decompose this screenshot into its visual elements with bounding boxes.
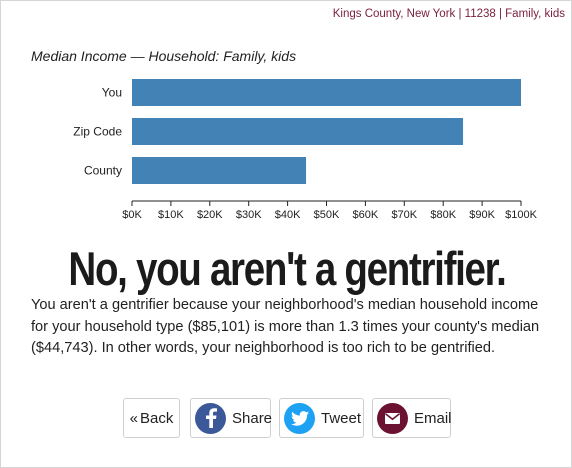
bar-2 [132,157,307,184]
location-breadcrumb: Kings County, New York | 11238 | Family,… [332,8,565,20]
x-tick-label: $50K [314,209,340,221]
x-tick-label: $40K [275,209,301,221]
email-label: Email [414,409,452,427]
facebook-icon [195,402,226,434]
category-label: County [84,164,122,178]
back-button[interactable]: « Back [123,398,180,438]
verdict-headline: No, you aren't a gentrifier. [68,242,506,295]
x-tick-label: $0K [122,209,142,221]
share-facebook-button[interactable]: Share [190,398,273,438]
x-tick-label: $30K [236,209,262,221]
twitter-icon [284,402,315,434]
x-tick-label: $60K [353,209,379,221]
x-tick-label: $70K [391,209,417,221]
bar-1 [132,118,464,145]
chevron-left-double-icon: « [129,409,138,427]
x-tick-label: $90K [469,209,495,221]
email-button[interactable]: Email [372,398,452,438]
x-tick-label: $10K [158,209,184,221]
category-label: You [102,86,122,100]
envelope-icon [377,402,408,434]
x-tick-label: $80K [430,209,456,221]
x-tick-label: $100K [505,209,537,221]
income-bar-chart: You Zip Code County $0K $10K $20K $30K $40K $50K… [73,79,538,221]
back-label: Back [139,409,174,427]
category-label: Zip Code [73,125,122,139]
x-tick-label: $20K [197,209,223,221]
bar-0 [132,79,521,106]
tweet-button[interactable]: Tweet [279,398,364,438]
verdict-explanation: You aren't a gentrifier because your nei… [31,297,540,356]
tweet-label: Tweet [321,409,362,427]
share-label: Share [232,409,273,427]
chart-title: Median Income — Household: Family, kids [31,48,297,64]
